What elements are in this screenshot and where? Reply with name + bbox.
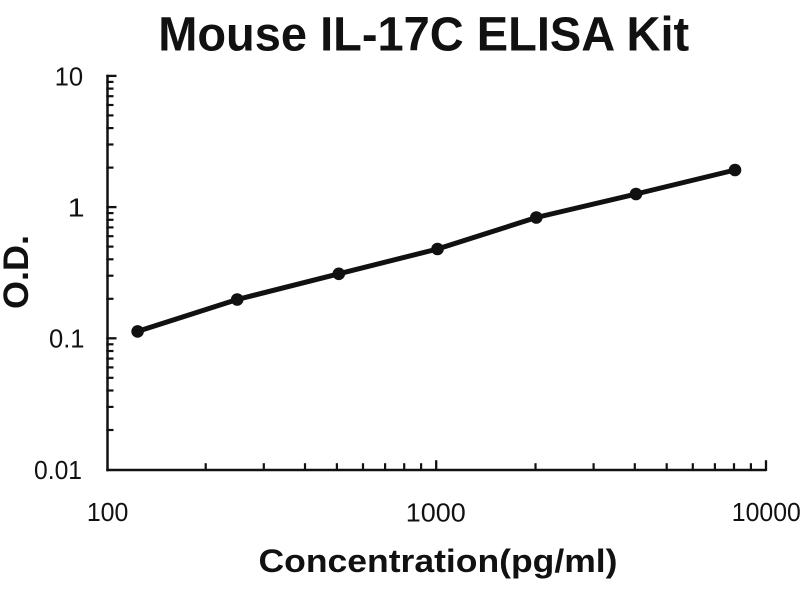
- svg-text:100: 100: [87, 499, 129, 527]
- svg-text:Mouse IL-17C ELISA Kit: Mouse IL-17C ELISA Kit: [158, 9, 689, 62]
- svg-text:10: 10: [55, 64, 84, 92]
- svg-text:Concentration(pg/ml): Concentration(pg/ml): [259, 543, 618, 579]
- svg-text:10000: 10000: [732, 499, 800, 527]
- svg-text:0.01: 0.01: [34, 457, 82, 485]
- svg-text:1: 1: [68, 194, 85, 222]
- svg-text:0.1: 0.1: [49, 325, 85, 353]
- svg-text:1000: 1000: [406, 499, 466, 527]
- svg-text:O.D.: O.D.: [0, 235, 36, 309]
